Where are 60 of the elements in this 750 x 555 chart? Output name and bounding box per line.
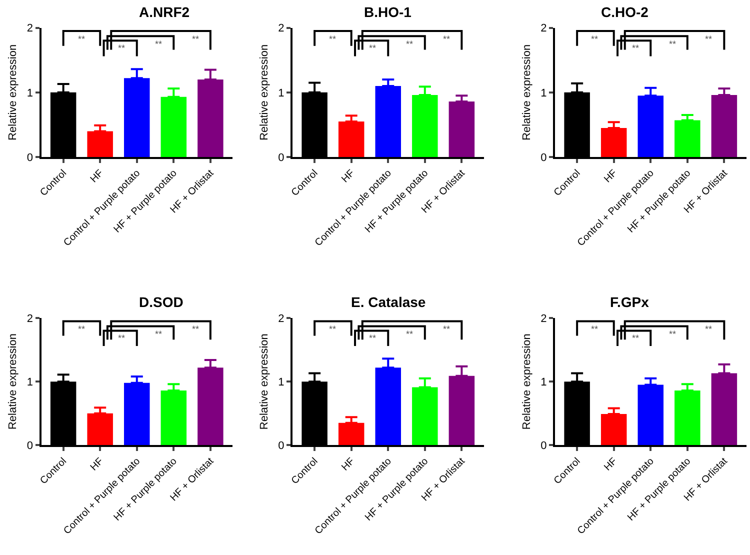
annotation: ** — [705, 34, 712, 44]
y-tick-label: 0 — [278, 152, 284, 164]
y-tick-label: 0 — [278, 440, 284, 452]
y-tick-label: 1 — [540, 87, 547, 100]
annotation: ** — [443, 324, 450, 334]
y-tick-label: 1 — [26, 376, 34, 388]
annotation: ** — [155, 329, 162, 339]
annotation: ** — [669, 329, 676, 339]
x-tick-label: HF — [602, 456, 620, 474]
y-tick-label: 1 — [278, 376, 284, 388]
y-axis-title: Relative expression — [258, 44, 270, 140]
annotation: ** — [632, 43, 640, 53]
annotation: ** — [192, 34, 200, 44]
annotation: ** — [591, 34, 598, 44]
annotation: ** — [329, 34, 336, 44]
y-tick-label: 0 — [540, 152, 547, 164]
annotation: ** — [632, 333, 640, 343]
annotation: ** — [329, 324, 336, 334]
chart-title: B.HO-1 — [364, 4, 412, 20]
y-axis-title: Relative expression — [520, 44, 533, 140]
y-tick-label: 2 — [540, 312, 547, 325]
chart-title: A.NRF2 — [139, 4, 190, 20]
chart-title: F.GPx — [610, 294, 650, 310]
chart-title: E. Catalase — [351, 294, 426, 310]
y-tick-label: 2 — [278, 312, 284, 325]
y-tick-label: 1 — [278, 87, 284, 100]
annotation: ** — [705, 324, 712, 334]
y-axis-title: Relative expression — [7, 334, 20, 430]
annotation: ** — [406, 39, 414, 49]
y-tick-label: 1 — [540, 376, 547, 388]
y-tick-label: 1 — [26, 87, 34, 100]
y-tick-label: 2 — [540, 22, 547, 35]
annotation: ** — [369, 43, 376, 53]
y-tick-label: 2 — [26, 22, 34, 35]
x-tick-label: HF — [340, 456, 358, 474]
annotation: ** — [443, 34, 450, 44]
annotation: ** — [78, 324, 86, 334]
y-tick-label: 2 — [26, 312, 34, 325]
y-axis-title: Relative expression — [7, 44, 20, 140]
y-tick-label: 0 — [26, 152, 34, 164]
x-tick-label: HF — [602, 168, 620, 186]
annotation: ** — [78, 34, 86, 44]
annotation: ** — [591, 324, 598, 334]
x-tick-label: HF — [88, 168, 106, 186]
y-axis-title: Relative expression — [258, 334, 270, 430]
chart-title: C.HO-2 — [601, 4, 649, 20]
annotation: ** — [406, 329, 414, 339]
annotation: ** — [669, 39, 676, 49]
annotation: ** — [155, 39, 162, 49]
chart-title: D.SOD — [139, 294, 184, 310]
annotation: ** — [118, 333, 126, 343]
x-tick-label: HF — [340, 168, 358, 186]
y-tick-label: 0 — [26, 440, 34, 452]
annotation: ** — [192, 324, 200, 334]
annotation: ** — [369, 333, 376, 343]
annotation: ** — [118, 43, 126, 53]
y-axis-title: Relative expression — [520, 334, 533, 430]
y-tick-label: 0 — [540, 440, 547, 452]
x-tick-label: HF — [88, 456, 106, 474]
y-tick-label: 2 — [278, 22, 284, 35]
